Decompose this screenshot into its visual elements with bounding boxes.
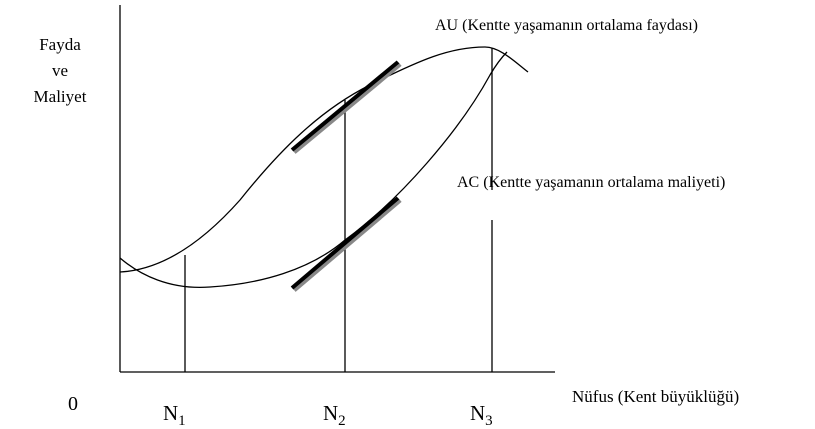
n-label: N1 <box>163 401 186 429</box>
n-label: N3 <box>470 401 493 429</box>
tangent-shadow <box>292 198 402 292</box>
n-letter: N <box>323 401 338 425</box>
n-letter: N <box>163 401 178 425</box>
n-index: 2 <box>338 413 346 429</box>
au-label: AU (Kentte yaşamanın ortalama faydası) <box>435 17 698 34</box>
ac-label: AC (Kentte yaşamanın ortalama maliyeti) <box>457 174 725 191</box>
y-axis-label: Fayda <box>39 35 81 54</box>
n-letter: N <box>470 401 485 425</box>
au-curve <box>119 46 529 273</box>
n-label: N2 <box>323 401 346 429</box>
markers: N1 N2 N3 <box>163 401 493 429</box>
tangent <box>290 196 400 290</box>
ac-curve <box>119 51 508 289</box>
n-index: 3 <box>485 413 493 429</box>
n-index: 1 <box>178 413 186 429</box>
x-axis-label: Nüfus (Kent büyüklüğü) <box>572 387 739 406</box>
y-axis-label: ve <box>52 61 68 80</box>
tangent <box>290 60 400 152</box>
y-axis-label: Maliyet <box>34 87 87 106</box>
origin-label: 0 <box>68 393 78 415</box>
tangent-shadow <box>292 62 402 154</box>
